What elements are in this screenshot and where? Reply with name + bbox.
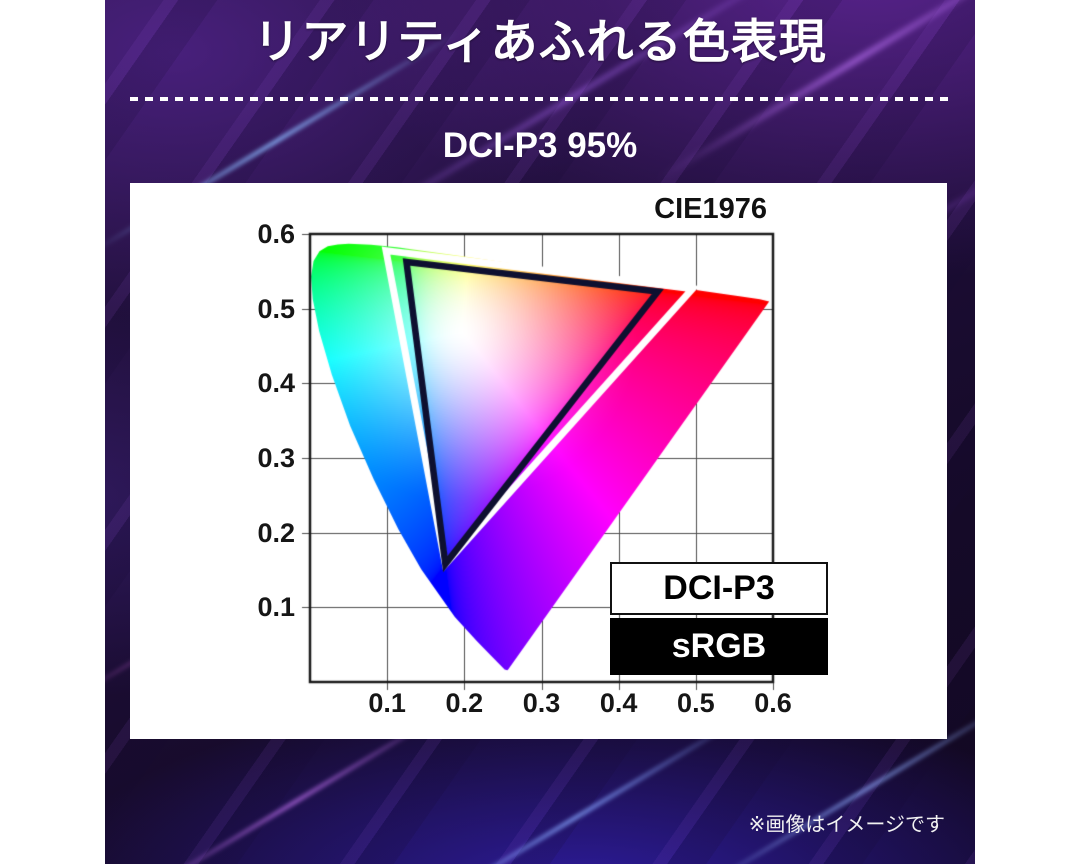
- chart-card: CIE1976 DCI-P3 sRGB 0.1 0.2 0.3 0.4 0.5 0.6 0.…: [130, 183, 947, 739]
- chart-legend: DCI-P3 sRGB: [610, 562, 828, 675]
- legend-label-dcip3: DCI-P3: [663, 569, 775, 607]
- y-axis-tick-label: 0.5: [257, 293, 295, 324]
- page-subtitle: DCI-P3 95%: [442, 126, 638, 165]
- x-axis-tick-label: 0.6: [754, 688, 792, 718]
- y-axis-tick-label: 0.2: [257, 517, 295, 548]
- y-axis-tick-label: 0.1: [257, 592, 295, 623]
- legend-item-srgb: sRGB: [610, 618, 828, 675]
- x-axis-tick-label: 0.5: [677, 688, 715, 718]
- y-axis-tick-label: 0.3: [257, 443, 295, 473]
- x-axis-tick-label: 0.2: [445, 688, 484, 718]
- page-title: リアリティあふれる色表現: [253, 15, 827, 68]
- x-axis-tick-label: 0.1: [368, 688, 406, 718]
- chart-title-label: CIE1976: [654, 193, 767, 225]
- legend-item-dcip3: DCI-P3: [610, 562, 828, 615]
- x-axis-tick-label: 0.3: [522, 688, 561, 718]
- legend-label-srgb: sRGB: [671, 627, 767, 665]
- y-axis-tick-label: 0.6: [257, 219, 295, 249]
- image-disclaimer-note: ※画像はイメージです: [748, 814, 945, 836]
- y-axis-tick-label: 0.4: [257, 368, 295, 399]
- dashed-divider: [130, 97, 948, 101]
- x-axis-tick-label: 0.4: [599, 688, 638, 718]
